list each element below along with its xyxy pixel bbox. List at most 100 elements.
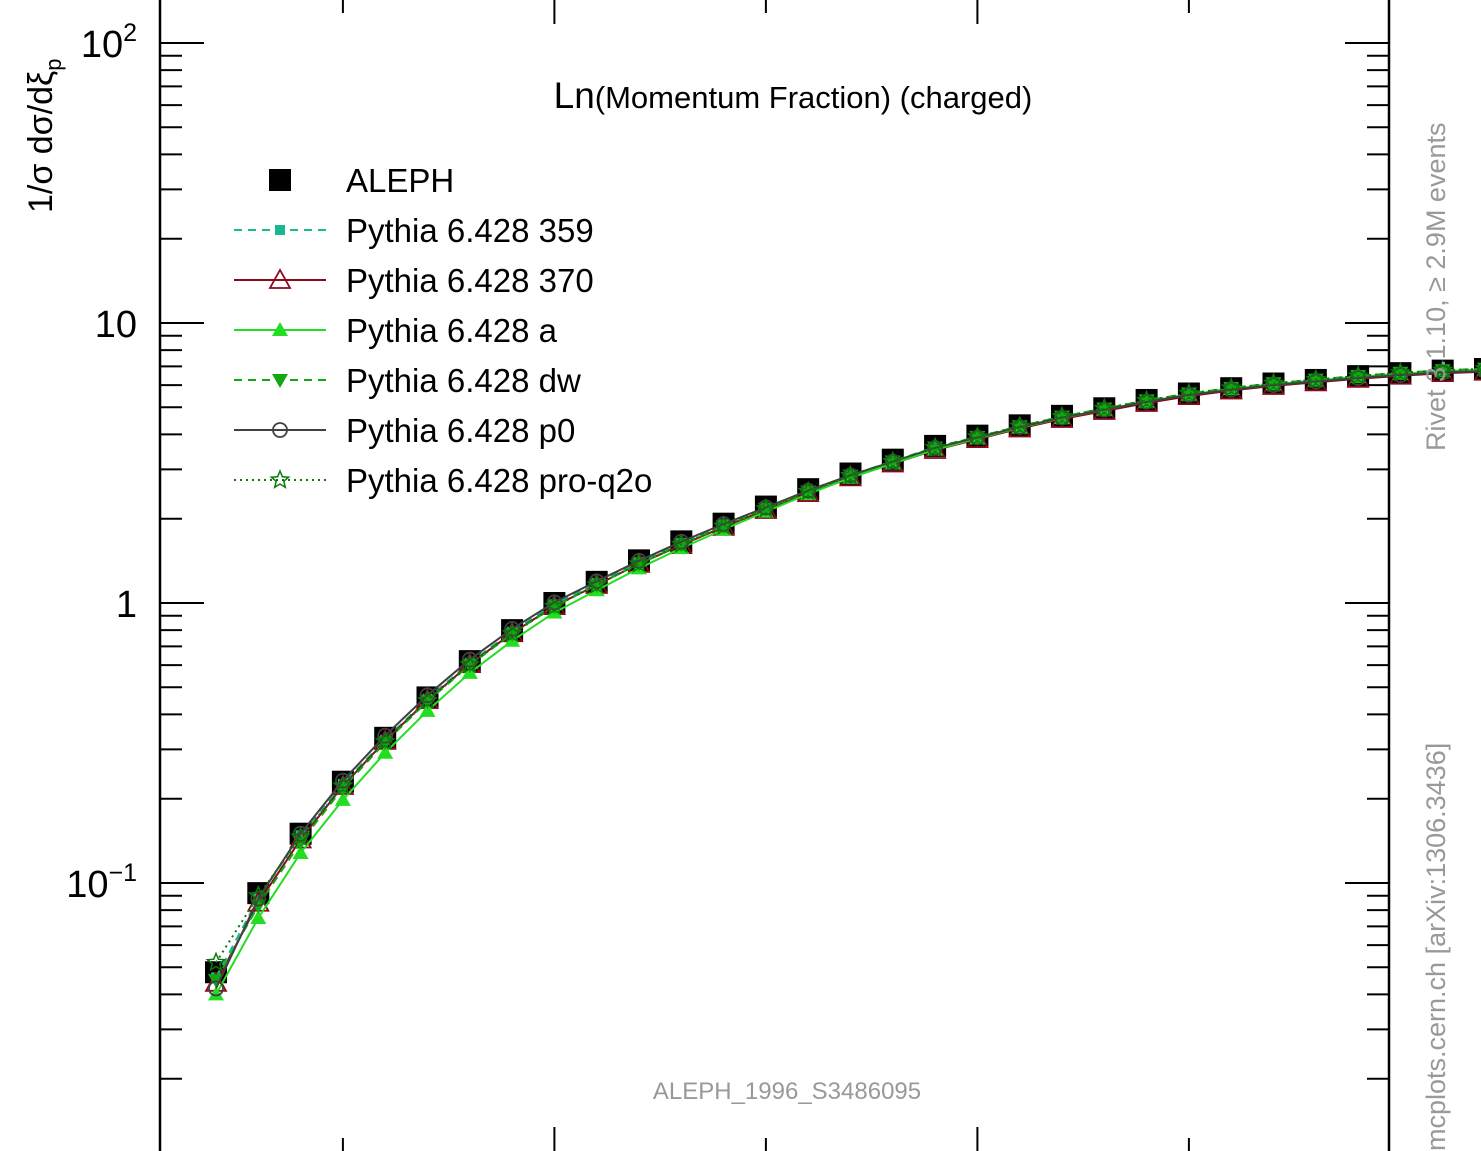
legend-item: Pythia 6.428 dw	[234, 362, 581, 399]
y-axis-label: 1/σ dσ/dξp	[22, 58, 66, 213]
star-marker	[501, 622, 523, 643]
star-marker	[1093, 397, 1115, 418]
circle-marker	[1477, 364, 1481, 378]
y-tick-label-base: 10	[95, 304, 137, 346]
star-marker	[1009, 415, 1031, 436]
circle-marker	[1434, 364, 1451, 381]
legend-label: Pythia 6.428 359	[346, 212, 594, 249]
legend-item: Pythia 6.428 pro-q2o	[234, 462, 652, 499]
y-axis-label-main: 1/σ dσ/dξ	[22, 71, 60, 213]
star-marker	[269, 469, 291, 489]
star-marker	[374, 730, 396, 751]
star-marker	[1178, 382, 1200, 403]
legend-label: ALEPH	[346, 162, 454, 199]
star-marker	[840, 464, 861, 485]
star-marker	[459, 653, 481, 674]
triangle-marker	[250, 909, 267, 924]
legend-item: Pythia 6.428 370	[234, 262, 594, 299]
circle-marker	[250, 890, 267, 907]
legend-item: Pythia 6.428 p0	[234, 412, 575, 449]
circle-marker	[1223, 381, 1240, 398]
star-marker	[1305, 368, 1327, 389]
legend-label: Pythia 6.428 dw	[346, 362, 581, 399]
y-tick-label-base: 10	[81, 24, 123, 66]
star-marker	[628, 552, 650, 573]
plot-frame	[158, 0, 1391, 1151]
star-marker	[1262, 372, 1285, 393]
legend-item: Pythia 6.428 a	[234, 312, 558, 349]
series-layer	[204, 358, 1481, 1001]
star-marker	[924, 436, 946, 457]
star-marker	[1432, 359, 1454, 380]
star-marker	[205, 951, 227, 972]
y-tick-label: 10	[95, 304, 137, 346]
circle-marker	[884, 453, 901, 470]
circle-marker	[1181, 387, 1197, 403]
circle-marker	[334, 772, 351, 789]
star-marker	[713, 515, 735, 536]
star-marker	[966, 425, 988, 446]
star-marker	[755, 497, 777, 518]
legend-item: Pythia 6.428 359	[234, 212, 594, 249]
star-marker	[247, 884, 269, 905]
circle-marker	[272, 422, 288, 438]
triangle-marker	[334, 791, 351, 806]
star-marker	[586, 574, 608, 594]
legend-label: Pythia 6.428 370	[346, 262, 594, 299]
series-line	[215, 368, 1481, 978]
circle-marker	[1392, 367, 1409, 383]
triangle-marker	[268, 268, 292, 289]
circle-marker	[1138, 393, 1155, 410]
triangle-down-marker	[272, 374, 288, 388]
square-marker	[275, 225, 285, 235]
y-tick-label: 10−1	[66, 859, 137, 906]
series-pythia-6-428-pro-q2o	[205, 359, 1481, 972]
legend-label: Pythia 6.428 a	[346, 312, 558, 349]
series-line	[215, 367, 1481, 964]
series-pythia-6-428-359	[211, 364, 1481, 983]
star-marker	[543, 595, 565, 616]
legend-item: ALEPH	[269, 162, 454, 199]
star-marker	[1389, 361, 1411, 382]
y-tick-label-exponent: 2	[123, 19, 137, 47]
circle-marker	[208, 980, 224, 997]
circle-marker	[1011, 419, 1028, 435]
triangle-marker	[377, 744, 394, 759]
series-pythia-6-428-a	[208, 363, 1481, 1001]
star-marker	[882, 450, 904, 471]
star-marker	[1347, 364, 1369, 385]
y-tick-label-base: 10	[66, 864, 108, 906]
triangle-marker	[208, 986, 224, 1001]
chart-title: Ln(Momentum Fraction) (charged)	[554, 75, 1033, 116]
y-tick-label-exponent: −1	[108, 859, 137, 887]
y-tick-label: 102	[81, 19, 137, 66]
star-marker	[332, 775, 354, 795]
circle-marker	[419, 687, 436, 704]
star-marker	[1136, 389, 1158, 410]
chart-title-rest: (Momentum Fraction) (charged)	[595, 80, 1033, 115]
series-line	[215, 367, 1481, 981]
legend: ALEPH Pythia 6.428 359 Pythia 6.428 370 Pyt…	[234, 162, 652, 499]
star-marker	[670, 533, 692, 554]
triangle-marker	[419, 702, 436, 717]
square-marker	[269, 169, 291, 191]
circle-marker	[1265, 377, 1282, 394]
side-label-mcplots: mcplots.cern.ch [arXiv:1306.3436]	[1421, 742, 1451, 1151]
star-marker	[1220, 377, 1242, 397]
star-marker	[797, 480, 819, 501]
circle-marker	[1350, 370, 1366, 386]
star-marker	[417, 689, 438, 710]
y-tick-label: 1	[116, 584, 137, 626]
series-aleph	[205, 358, 1481, 984]
chart-title-prefix: Ln	[554, 75, 595, 116]
legend-label: Pythia 6.428 p0	[346, 412, 575, 449]
series-pythia-6-428-p0	[208, 364, 1481, 997]
star-marker	[290, 826, 312, 846]
y-tick-label-base: 1	[116, 584, 137, 626]
series-pythia-6-428-370	[204, 361, 1481, 992]
star-marker	[1474, 364, 1481, 378]
series-pythia-6-428-dw	[208, 362, 1481, 989]
circle-marker	[504, 621, 520, 637]
